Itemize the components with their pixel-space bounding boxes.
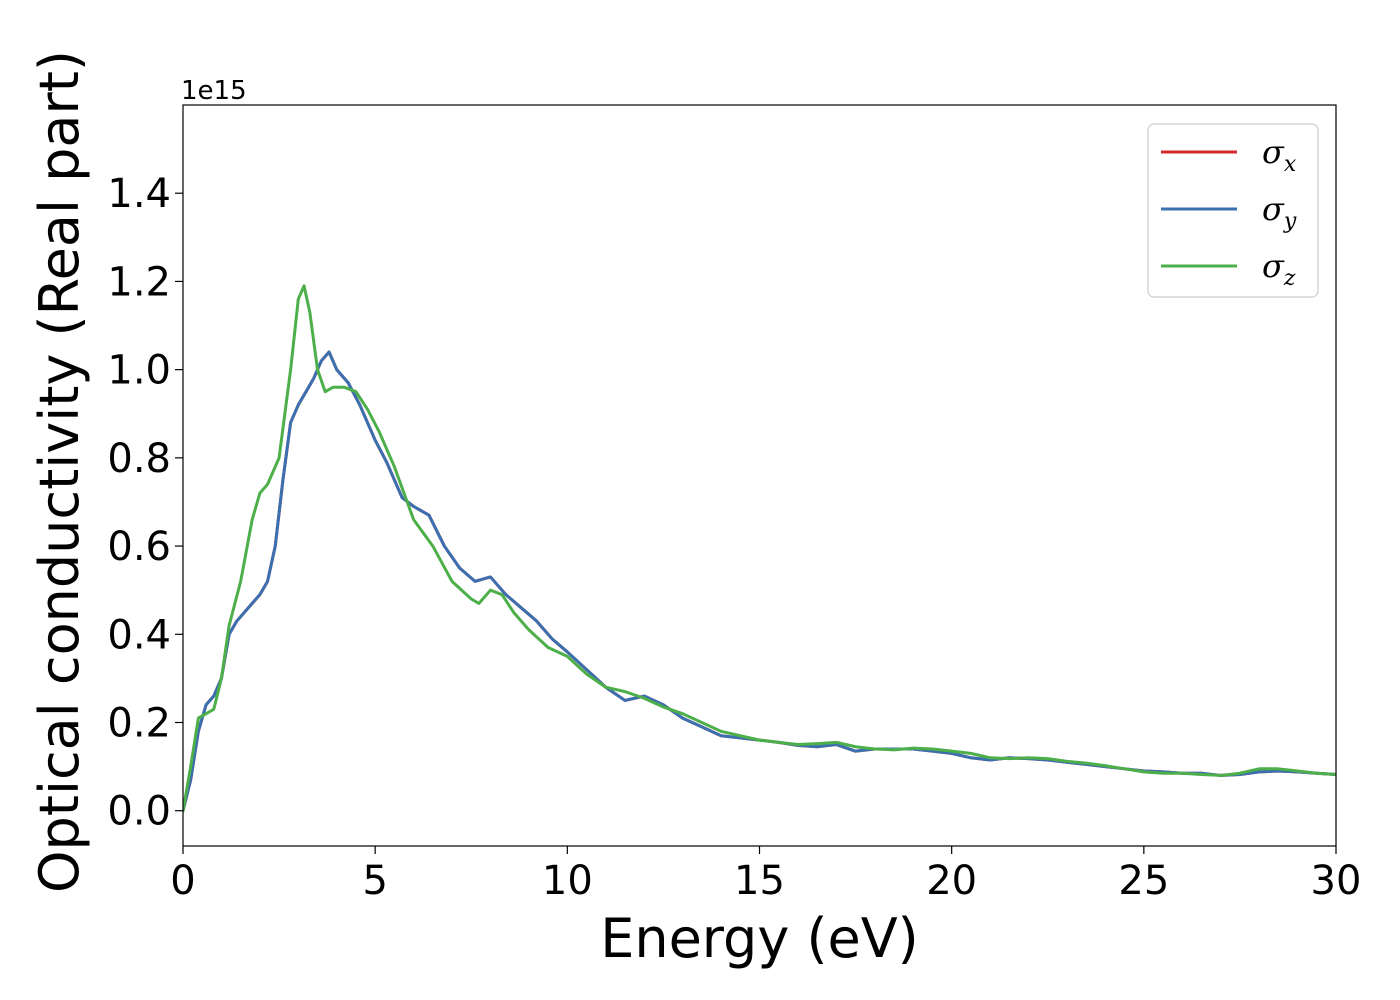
- series-line-sigma-y: [183, 350, 1336, 813]
- legend-label-sigma-x: σx: [1262, 133, 1297, 177]
- y-offset-label: 1e15: [181, 76, 247, 106]
- legend-label-sigma-z: σz: [1262, 247, 1296, 291]
- y-axis-ticks: 0.0 0.2 0.4 0.6 0.8 1.0 1.2 1.4: [107, 171, 183, 835]
- y-tick-label: 0.4: [107, 612, 171, 658]
- y-tick-label: 0.6: [107, 524, 171, 570]
- y-tick-label: 0.0: [107, 789, 171, 835]
- legend: σx σy σz: [1147, 123, 1319, 298]
- x-tick-label: 5: [362, 858, 387, 904]
- y-tick-label: 1.0: [107, 348, 171, 394]
- series-line-sigma-z: [183, 284, 1336, 813]
- x-axis-ticks: 0 5 10 15 20 25 30: [170, 846, 1361, 904]
- x-tick-label: 30: [1311, 858, 1362, 904]
- y-tick-label: 0.8: [107, 436, 171, 482]
- y-tick-label: 1.4: [107, 171, 171, 217]
- x-tick-label: 10: [542, 858, 593, 904]
- x-tick-label: 25: [1118, 858, 1169, 904]
- x-tick-label: 0: [170, 858, 195, 904]
- x-tick-label: 20: [926, 858, 977, 904]
- plot-content: [183, 284, 1336, 813]
- legend-label-sigma-y: σy: [1262, 190, 1297, 234]
- series-line-sigma-x: [183, 350, 1336, 813]
- x-tick-label: 15: [734, 858, 785, 904]
- y-tick-label: 1.2: [107, 259, 171, 305]
- y-axis-label: Optical conductivity (Real part): [28, 50, 91, 893]
- x-axis-label: Energy (eV): [600, 907, 919, 970]
- y-tick-label: 0.2: [107, 701, 171, 747]
